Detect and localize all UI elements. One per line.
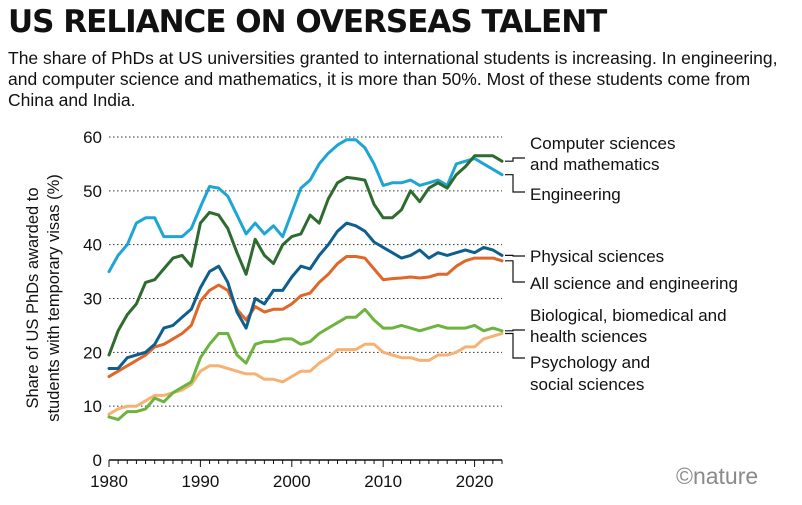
gridlines (109, 136, 502, 407)
label-connector (505, 332, 525, 359)
y-tick-label: 50 (83, 182, 102, 201)
x-tick-label: 2020 (456, 472, 494, 491)
y-tick-label: 30 (83, 290, 102, 309)
series-lines (107, 138, 504, 422)
series-line-1 (107, 138, 504, 274)
x-tick-label: 1980 (90, 472, 128, 491)
series-label: Psychology and (530, 353, 650, 372)
chart-subtitle: The share of PhDs at US universities gra… (8, 48, 778, 110)
series-line-2 (107, 221, 504, 370)
y-tick-label: 20 (83, 343, 102, 362)
label-connector (505, 329, 525, 332)
y-tick-label: 40 (83, 236, 102, 255)
series-line-3 (107, 255, 504, 379)
y-axis-label: Share of US PhDs awarded to students with… (24, 174, 63, 422)
series-label: Computer sciences (530, 134, 676, 153)
axes: 0 10 20 30 40 50 60 1980 1990 2000 2010 2020 (83, 128, 503, 491)
series-label: health sciences (530, 327, 647, 346)
nature-credit: ©nature (676, 463, 758, 489)
series-label: social sciences (530, 375, 644, 394)
x-tick-label: 2010 (364, 472, 402, 491)
series-label: All science and engineering (530, 274, 738, 293)
x-tick-label: 2000 (273, 472, 311, 491)
label-connector (505, 157, 525, 162)
series-label: Physical sciences (530, 247, 664, 266)
series-labels: Computer sciences and mathematics Engineer… (505, 134, 738, 394)
y-tick-label: 0 (93, 451, 102, 470)
series-line-0 (107, 154, 504, 357)
y-tick-label: 10 (83, 397, 102, 416)
x-tick-label: 1990 (181, 472, 219, 491)
series-label: and mathematics (530, 155, 659, 174)
label-connector (505, 174, 525, 193)
chart-title: US RELIANCE ON OVERSEAS TALENT (8, 4, 607, 40)
y-tick-label: 60 (83, 128, 102, 147)
label-connector (505, 260, 525, 283)
series-label: Engineering (530, 185, 621, 204)
series-line-4 (107, 307, 504, 422)
label-connector (505, 254, 525, 257)
series-label: Biological, biomedical and (530, 306, 727, 325)
series-line-5 (107, 332, 504, 416)
